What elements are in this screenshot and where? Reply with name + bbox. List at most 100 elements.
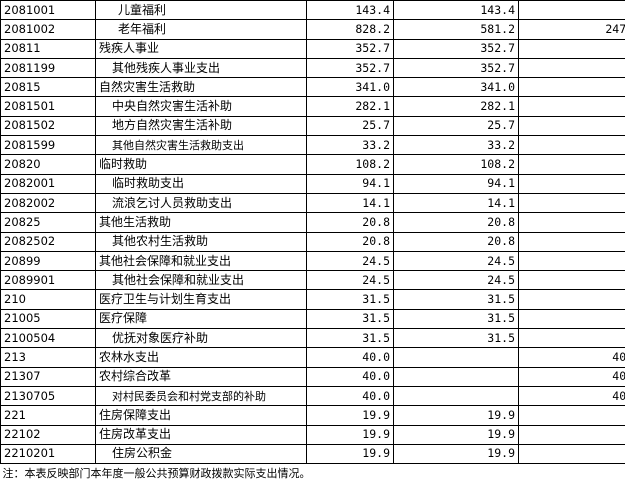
total-cell[interactable]: 19.9 <box>307 444 394 463</box>
total-cell[interactable]: 31.5 <box>307 309 394 328</box>
basic-expenditure-cell[interactable]: 352.7 <box>394 39 519 58</box>
account-name-cell[interactable]: 医疗卫生与计划生育支出 <box>96 290 307 309</box>
account-code-cell[interactable]: 221 <box>1 406 96 425</box>
account-name-cell[interactable]: 儿童福利 <box>96 1 307 20</box>
project-expenditure-cell[interactable] <box>519 39 625 58</box>
total-cell[interactable]: 352.7 <box>307 39 394 58</box>
account-code-cell[interactable]: 2100504 <box>1 329 96 348</box>
account-code-cell[interactable]: 20825 <box>1 213 96 232</box>
basic-expenditure-cell[interactable]: 581.2 <box>394 20 519 39</box>
account-code-cell[interactable]: 2081002 <box>1 20 96 39</box>
account-code-cell[interactable]: 2082002 <box>1 193 96 212</box>
project-expenditure-cell[interactable] <box>519 290 625 309</box>
project-expenditure-cell[interactable] <box>519 406 625 425</box>
project-expenditure-cell[interactable] <box>519 193 625 212</box>
account-code-cell[interactable]: 2210201 <box>1 444 96 463</box>
account-name-cell[interactable]: 其他社会保障和就业支出 <box>96 251 307 270</box>
account-code-cell[interactable]: 2081501 <box>1 97 96 116</box>
basic-expenditure-cell[interactable]: 24.5 <box>394 251 519 270</box>
account-code-cell[interactable]: 21005 <box>1 309 96 328</box>
total-cell[interactable]: 20.8 <box>307 213 394 232</box>
basic-expenditure-cell[interactable]: 25.7 <box>394 116 519 135</box>
account-code-cell[interactable]: 20811 <box>1 39 96 58</box>
basic-expenditure-cell[interactable]: 341.0 <box>394 78 519 97</box>
account-code-cell[interactable]: 20899 <box>1 251 96 270</box>
total-cell[interactable]: 31.5 <box>307 290 394 309</box>
account-code-cell[interactable]: 20815 <box>1 78 96 97</box>
account-code-cell[interactable]: 2081199 <box>1 58 96 77</box>
total-cell[interactable]: 24.5 <box>307 251 394 270</box>
account-code-cell[interactable]: 22102 <box>1 425 96 444</box>
total-cell[interactable]: 828.2 <box>307 20 394 39</box>
account-code-cell[interactable]: 2130705 <box>1 386 96 405</box>
account-name-cell[interactable]: 其他农村生活救助 <box>96 232 307 251</box>
total-cell[interactable]: 20.8 <box>307 232 394 251</box>
account-name-cell[interactable]: 地方自然灾害生活补助 <box>96 116 307 135</box>
project-expenditure-cell[interactable] <box>519 78 625 97</box>
project-expenditure-cell[interactable] <box>519 97 625 116</box>
project-expenditure-cell[interactable] <box>519 251 625 270</box>
account-name-cell[interactable]: 流浪乞讨人员救助支出 <box>96 193 307 212</box>
basic-expenditure-cell[interactable]: 20.8 <box>394 232 519 251</box>
basic-expenditure-cell[interactable]: 19.9 <box>394 425 519 444</box>
total-cell[interactable]: 40.0 <box>307 348 394 367</box>
total-cell[interactable]: 31.5 <box>307 329 394 348</box>
project-expenditure-cell[interactable] <box>519 213 625 232</box>
project-expenditure-cell[interactable] <box>519 271 625 290</box>
basic-expenditure-cell[interactable]: 143.4 <box>394 1 519 20</box>
basic-expenditure-cell[interactable]: 20.8 <box>394 213 519 232</box>
project-expenditure-cell[interactable] <box>519 155 625 174</box>
basic-expenditure-cell[interactable]: 24.5 <box>394 271 519 290</box>
account-code-cell[interactable]: 210 <box>1 290 96 309</box>
basic-expenditure-cell[interactable] <box>394 348 519 367</box>
account-name-cell[interactable]: 临时救助支出 <box>96 174 307 193</box>
basic-expenditure-cell[interactable]: 31.5 <box>394 329 519 348</box>
account-name-cell[interactable]: 农林水支出 <box>96 348 307 367</box>
account-name-cell[interactable]: 临时救助 <box>96 155 307 174</box>
total-cell[interactable]: 282.1 <box>307 97 394 116</box>
account-code-cell[interactable]: 2082502 <box>1 232 96 251</box>
project-expenditure-cell[interactable] <box>519 425 625 444</box>
total-cell[interactable]: 108.2 <box>307 155 394 174</box>
account-name-cell[interactable]: 老年福利 <box>96 20 307 39</box>
basic-expenditure-cell[interactable]: 94.1 <box>394 174 519 193</box>
account-code-cell[interactable]: 21307 <box>1 367 96 386</box>
account-name-cell[interactable]: 自然灾害生活救助 <box>96 78 307 97</box>
project-expenditure-cell[interactable] <box>519 174 625 193</box>
project-expenditure-cell[interactable]: 40.0 <box>519 386 625 405</box>
project-expenditure-cell[interactable] <box>519 136 625 155</box>
basic-expenditure-cell[interactable]: 19.9 <box>394 406 519 425</box>
basic-expenditure-cell[interactable]: 352.7 <box>394 58 519 77</box>
basic-expenditure-cell[interactable]: 19.9 <box>394 444 519 463</box>
project-expenditure-cell[interactable] <box>519 1 625 20</box>
account-name-cell[interactable]: 农村综合改革 <box>96 367 307 386</box>
project-expenditure-cell[interactable] <box>519 116 625 135</box>
account-name-cell[interactable]: 其他生活救助 <box>96 213 307 232</box>
total-cell[interactable]: 25.7 <box>307 116 394 135</box>
account-name-cell[interactable]: 其他残疾人事业支出 <box>96 58 307 77</box>
account-code-cell[interactable]: 213 <box>1 348 96 367</box>
total-cell[interactable]: 14.1 <box>307 193 394 212</box>
total-cell[interactable]: 341.0 <box>307 78 394 97</box>
account-name-cell[interactable]: 住房改革支出 <box>96 425 307 444</box>
account-code-cell[interactable]: 20820 <box>1 155 96 174</box>
project-expenditure-cell[interactable] <box>519 309 625 328</box>
basic-expenditure-cell[interactable]: 33.2 <box>394 136 519 155</box>
account-code-cell[interactable]: 2089901 <box>1 271 96 290</box>
project-expenditure-cell[interactable] <box>519 329 625 348</box>
account-code-cell[interactable]: 2081599 <box>1 136 96 155</box>
basic-expenditure-cell[interactable]: 108.2 <box>394 155 519 174</box>
account-name-cell[interactable]: 中央自然灾害生活补助 <box>96 97 307 116</box>
basic-expenditure-cell[interactable]: 31.5 <box>394 309 519 328</box>
basic-expenditure-cell[interactable]: 282.1 <box>394 97 519 116</box>
account-name-cell[interactable]: 住房保障支出 <box>96 406 307 425</box>
total-cell[interactable]: 352.7 <box>307 58 394 77</box>
total-cell[interactable]: 40.0 <box>307 386 394 405</box>
project-expenditure-cell[interactable]: 40.0 <box>519 367 625 386</box>
total-cell[interactable]: 24.5 <box>307 271 394 290</box>
basic-expenditure-cell[interactable]: 31.5 <box>394 290 519 309</box>
account-code-cell[interactable]: 2081001 <box>1 1 96 20</box>
total-cell[interactable]: 40.0 <box>307 367 394 386</box>
account-code-cell[interactable]: 2081502 <box>1 116 96 135</box>
account-code-cell[interactable]: 2082001 <box>1 174 96 193</box>
